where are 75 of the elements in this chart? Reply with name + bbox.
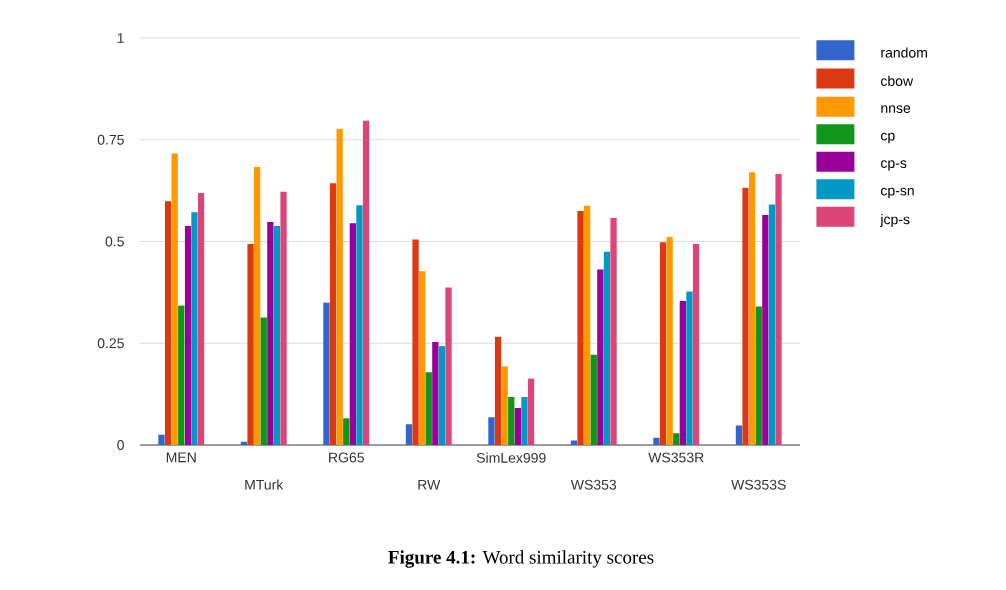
bar [584, 205, 591, 445]
bar [494, 336, 502, 445]
bar [590, 354, 597, 445]
x-tick-label: WS353S [731, 479, 786, 490]
bar [438, 346, 446, 445]
bar [419, 271, 426, 445]
legend-label: cbow [881, 75, 914, 86]
x-tick-label: RW [418, 479, 441, 490]
bar [775, 173, 782, 445]
bar [445, 287, 452, 445]
y-tick-label: 0.25 [97, 338, 124, 349]
bar [673, 433, 680, 445]
y-tick-label: 1 [117, 33, 124, 43]
legend-label: random [881, 47, 927, 58]
bar [184, 226, 192, 445]
bar [686, 291, 693, 445]
bar [267, 221, 274, 445]
legend-label: cp-sn [881, 187, 914, 199]
bar [653, 437, 660, 445]
bar [405, 424, 413, 445]
bar [514, 407, 522, 445]
bar [178, 305, 185, 445]
bar [521, 396, 528, 445]
y-tick-label: 0.5 [105, 236, 124, 247]
bar [679, 300, 686, 445]
x-tick-label: SimLex999 [476, 452, 546, 463]
bar [735, 425, 743, 445]
y-tick-label: 0.75 [97, 134, 124, 145]
bar [768, 204, 776, 445]
legend-label: cp-s [881, 160, 907, 171]
bar [755, 306, 762, 445]
bar [412, 239, 419, 445]
x-tick-label: MEN [166, 452, 196, 463]
bar [349, 223, 356, 445]
bar [254, 167, 261, 445]
bar [742, 187, 749, 445]
bar [762, 215, 769, 445]
legend-label: cp [881, 132, 895, 144]
legend-label: nnse [881, 105, 911, 113]
x-tick-label: WS353 [570, 479, 617, 490]
bar [597, 269, 604, 445]
bar [171, 153, 178, 445]
bar [260, 317, 267, 445]
bar [247, 243, 254, 445]
x-tick-label: MTurk [245, 479, 284, 490]
bar [527, 378, 535, 445]
bar [273, 226, 281, 445]
bar [432, 342, 439, 445]
bar [603, 251, 611, 445]
legend-label: jcp-s [880, 214, 910, 228]
bar [197, 193, 205, 445]
bar [666, 237, 673, 445]
bar [749, 172, 756, 445]
bar [329, 183, 337, 445]
bar [425, 372, 432, 445]
bar [336, 128, 343, 445]
bar [488, 417, 495, 445]
x-tick-label: RG65 [329, 452, 364, 463]
y-tick-label: 0 [117, 440, 124, 450]
bar [356, 205, 363, 445]
bar [164, 201, 172, 445]
bar [158, 434, 165, 445]
bar [501, 366, 508, 445]
bar [280, 191, 287, 445]
bar [323, 302, 330, 445]
text: Figure 4.1: Word similarity scores [388, 550, 654, 568]
bar [508, 396, 515, 445]
bar [610, 217, 617, 445]
bar [191, 212, 198, 445]
bar [343, 418, 350, 445]
bar [362, 120, 370, 445]
bar [577, 210, 584, 445]
x-tick-label: WS353R [648, 452, 704, 463]
bar [659, 242, 667, 445]
bar [692, 243, 700, 445]
